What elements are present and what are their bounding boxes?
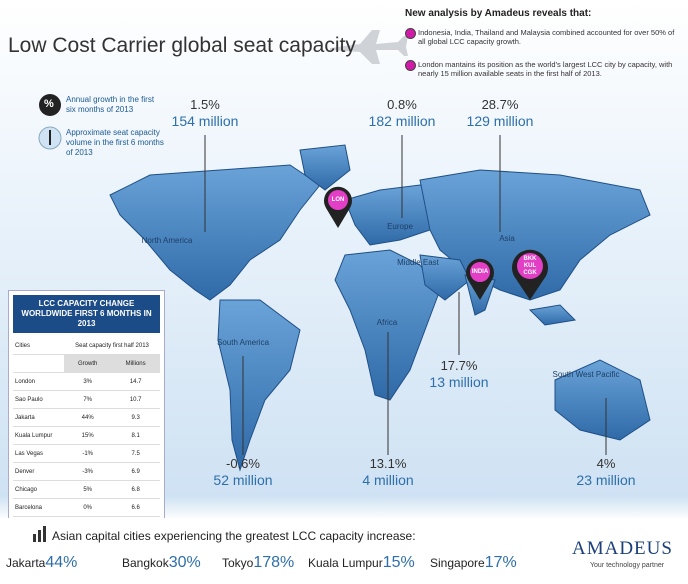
region-volume: 182 million: [368, 113, 436, 129]
legend-icon: %: [44, 98, 54, 110]
region-growth: 17.7%: [440, 358, 478, 373]
pin-label: LON: [331, 197, 345, 203]
region-name: North America: [141, 236, 193, 245]
pin-label: BKK KUL CGK: [523, 256, 537, 276]
region-volume: 4 million: [362, 472, 414, 488]
city-name: Bangkok: [122, 556, 169, 570]
region-name: South America: [216, 338, 270, 347]
table-cell: 6.9: [111, 462, 160, 481]
asia-city: Jakarta44%: [6, 554, 77, 572]
analysis-heading: New analysis by Amadeus reveals that:: [405, 8, 592, 19]
region-growth: 1.5%: [190, 97, 220, 112]
region-name: Middle East: [397, 258, 439, 267]
table-header: Seat capacity first half 2013: [64, 337, 160, 355]
city-name: Jakarta: [6, 556, 46, 570]
asia-heading: Asian capital cities experiencing the gr…: [52, 529, 416, 543]
table-cell: 7%: [64, 390, 112, 409]
title: Low Cost Carrier global seat capacity: [8, 34, 356, 57]
region-name: Europe: [387, 222, 413, 231]
pointer-lines: [204, 135, 607, 455]
city-growth: 44%: [45, 554, 78, 571]
region-growth: 0.8%: [387, 97, 417, 112]
legend-volume: Approximate seat capacity volume in the …: [66, 128, 164, 157]
analysis-point: London mantains its position as the worl…: [405, 60, 678, 78]
capacity-table: LCC CAPACITY CHANGE WORLDWIDE FIRST 6 MO…: [8, 290, 165, 553]
table-cell: 8.1: [111, 426, 160, 445]
logo: AMADEUS: [572, 538, 673, 559]
table-row: Chicago 5% 6.8: [13, 480, 160, 499]
city-growth: 17%: [484, 554, 517, 571]
table-cell: Sao Paulo: [13, 390, 65, 409]
analysis-point: Indonesia, India, Thailand and Malaysia …: [405, 28, 678, 46]
bottom-strip: Asian capital cities experiencing the gr…: [0, 518, 688, 584]
table-cell: 44%: [64, 408, 112, 427]
table-cell: Chicago: [13, 480, 65, 499]
region-volume: 154 million: [171, 113, 239, 129]
legend-growth-icon: [39, 94, 61, 116]
table-cell: 9.3: [111, 408, 160, 427]
region-volume: 129 million: [466, 113, 534, 129]
world-map: [38, 30, 651, 472]
table-cell: 15%: [64, 426, 112, 445]
region-name: Africa: [376, 318, 398, 327]
region-name: South West Pacific: [552, 370, 620, 379]
city-growth: 178%: [253, 554, 295, 571]
table-cell: Kuala Lumpur: [13, 426, 65, 445]
continents: [109, 144, 651, 472]
table-header: Cities: [13, 337, 65, 355]
table-row: Jakarta 44% 9.3: [13, 408, 160, 427]
city-growth: 30%: [168, 554, 201, 571]
city-name: Kuala Lumpur: [308, 556, 383, 570]
table-cell: 6.8: [111, 480, 160, 499]
table-cell: 10.7: [111, 390, 160, 409]
table-cell: Las Vegas: [13, 444, 65, 463]
city-growth: 15%: [382, 554, 415, 571]
region-growth: 28.7%: [481, 97, 519, 112]
table-cell: 0%: [64, 498, 112, 517]
table-row: Barcelona 0% 6.6: [13, 498, 160, 517]
table-cell: 3%: [64, 372, 112, 391]
table-cell: Denver: [13, 462, 65, 481]
table-row: London 3% 14.7: [13, 372, 160, 391]
analysis-text: London mantains its position as the worl…: [418, 60, 673, 78]
asia-city: Tokyo178%: [222, 554, 294, 572]
table-subheader: Millions: [111, 354, 160, 373]
region-volume: 13 million: [429, 374, 489, 390]
table-cell: -3%: [64, 462, 112, 481]
plane: [330, 30, 408, 64]
table-cell: Jakarta: [13, 408, 65, 427]
table-cell: 7.5: [111, 444, 160, 463]
table-cell: 5%: [64, 480, 112, 499]
asia-city: Kuala Lumpur15%: [308, 554, 415, 572]
region-name: Asia: [499, 234, 515, 243]
table-cell: 6.6: [111, 498, 160, 517]
region-growth: 13.1%: [369, 456, 407, 471]
table-subheader: Growth: [64, 354, 112, 373]
table-row: Kuala Lumpur 15% 8.1: [13, 426, 160, 445]
region-growth: 4%: [596, 456, 616, 471]
asia-city: Singapore17%: [430, 554, 517, 572]
table-cell: London: [13, 372, 65, 391]
logo-tagline: Your technology partner: [590, 562, 665, 569]
asia-city: Bangkok30%: [122, 554, 201, 572]
table-row: Las Vegas -1% 7.5: [13, 444, 160, 463]
region-growth: -0.6%: [226, 456, 260, 471]
pin-label: INDIA: [471, 269, 489, 275]
region-volume: 23 million: [576, 472, 636, 488]
table-row: Denver -3% 6.9: [13, 462, 160, 481]
analysis-text: Indonesia, India, Thailand and Malaysia …: [418, 28, 675, 46]
legend-growth: Annual growth in the first six months of…: [66, 95, 155, 114]
table-title: LCC CAPACITY CHANGE WORLDWIDE FIRST 6 MO…: [13, 295, 160, 333]
city-name: Singapore: [430, 556, 485, 570]
table-cell: 14.7: [111, 372, 160, 391]
table-cell: -1%: [64, 444, 112, 463]
table-row: Sao Paulo 7% 10.7: [13, 390, 160, 409]
city-name: Tokyo: [222, 556, 254, 570]
region-volume: 52 million: [213, 472, 273, 488]
pins: [324, 186, 548, 300]
table-cell: Barcelona: [13, 498, 65, 517]
bar-icon: [33, 526, 46, 542]
